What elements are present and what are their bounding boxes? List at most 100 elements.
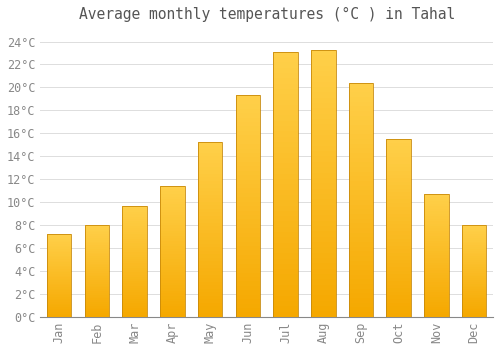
Bar	[424, 285, 448, 287]
Bar	[236, 158, 260, 162]
Bar	[311, 50, 336, 317]
Bar	[386, 271, 411, 274]
Bar	[311, 258, 336, 263]
Bar	[160, 254, 184, 257]
Bar	[236, 268, 260, 273]
Bar	[122, 241, 147, 243]
Bar	[348, 228, 374, 233]
Bar	[84, 304, 109, 306]
Bar	[274, 116, 298, 121]
Bar	[274, 78, 298, 84]
Bar	[47, 243, 72, 244]
Bar	[274, 205, 298, 211]
Bar	[311, 269, 336, 274]
Bar	[311, 306, 336, 312]
Bar	[84, 300, 109, 302]
Bar	[122, 301, 147, 303]
Bar	[84, 240, 109, 242]
Bar	[198, 272, 222, 275]
Bar	[198, 142, 222, 317]
Bar	[386, 164, 411, 168]
Bar	[236, 96, 260, 100]
Bar	[198, 265, 222, 268]
Bar	[424, 194, 448, 197]
Bar	[424, 268, 448, 270]
Bar	[122, 248, 147, 250]
Bar	[274, 216, 298, 222]
Bar	[348, 120, 374, 125]
Bar	[160, 312, 184, 314]
Bar	[236, 175, 260, 180]
Bar	[424, 287, 448, 290]
Bar	[274, 57, 298, 62]
Bar	[424, 219, 448, 221]
Bar	[274, 136, 298, 142]
Bar	[311, 312, 336, 317]
Bar	[424, 275, 448, 278]
Bar	[311, 82, 336, 87]
Bar	[274, 264, 298, 269]
Bar	[160, 309, 184, 312]
Bar	[462, 238, 486, 240]
Bar	[122, 257, 147, 259]
Bar	[84, 282, 109, 284]
Bar	[311, 135, 336, 140]
Bar	[462, 302, 486, 304]
Bar	[348, 106, 374, 111]
Bar	[198, 292, 222, 296]
Bar	[348, 247, 374, 251]
Bar	[462, 229, 486, 231]
Bar	[122, 268, 147, 270]
Bar	[274, 62, 298, 68]
Bar	[198, 233, 222, 237]
Bar	[160, 272, 184, 275]
Bar	[424, 204, 448, 206]
Bar	[236, 277, 260, 281]
Bar	[348, 144, 374, 148]
Bar	[84, 302, 109, 304]
Bar	[122, 239, 147, 241]
Bar	[47, 251, 72, 252]
Bar	[274, 232, 298, 237]
Bar	[236, 281, 260, 286]
Bar	[236, 113, 260, 118]
Bar	[47, 261, 72, 262]
Bar	[348, 307, 374, 312]
Bar	[122, 295, 147, 297]
Bar	[198, 160, 222, 163]
Bar	[386, 285, 411, 288]
Bar	[462, 271, 486, 273]
Bar	[122, 315, 147, 317]
Bar	[47, 302, 72, 303]
Bar	[236, 144, 260, 149]
Bar	[160, 288, 184, 290]
Bar	[424, 211, 448, 214]
Bar	[274, 190, 298, 195]
Bar	[47, 252, 72, 254]
Bar	[122, 223, 147, 226]
Bar	[274, 68, 298, 73]
Bar	[386, 228, 411, 231]
Bar	[386, 185, 411, 189]
Bar	[47, 312, 72, 314]
Bar	[198, 202, 222, 205]
Bar	[348, 97, 374, 101]
Bar	[311, 290, 336, 295]
Bar	[198, 296, 222, 299]
Bar	[311, 295, 336, 301]
Bar	[198, 254, 222, 258]
Bar	[198, 310, 222, 313]
Bar	[274, 200, 298, 205]
Bar	[348, 148, 374, 153]
Bar	[122, 299, 147, 301]
Bar	[348, 172, 374, 176]
Bar	[424, 280, 448, 282]
Bar	[348, 190, 374, 195]
Bar	[160, 275, 184, 278]
Bar	[348, 261, 374, 265]
Bar	[122, 266, 147, 268]
Bar	[236, 228, 260, 233]
Bar	[198, 306, 222, 310]
Bar	[84, 258, 109, 260]
Bar	[386, 292, 411, 295]
